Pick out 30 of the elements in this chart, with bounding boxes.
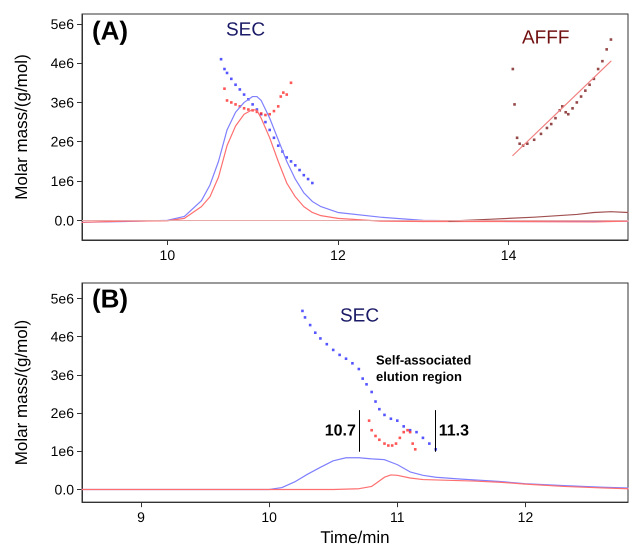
y-tick-label: 2e6 <box>50 134 74 150</box>
ref-line-label: 10.7 <box>324 422 356 440</box>
y-tick-label: 4e6 <box>50 328 74 345</box>
annotation: Self-associated elution region <box>376 352 472 384</box>
x-tick-label: 9 <box>137 509 146 526</box>
y-tick-label: 5e6 <box>50 290 74 306</box>
y-tick-label: 0.0 <box>54 481 74 498</box>
x-tick-label: 12 <box>518 509 534 526</box>
annotation: SEC <box>226 19 266 40</box>
x-tick-label: 10 <box>261 509 278 526</box>
y-tick-label: 1e6 <box>50 173 74 190</box>
y-axis-title: Molar mass/(g/mol) <box>12 54 31 200</box>
x-tick-label: 11 <box>390 509 405 526</box>
annotation: (B) <box>92 283 128 314</box>
y-axis-title: Molar mass/(g/mol) <box>12 320 31 466</box>
y-tick-label: 3e6 <box>50 94 74 110</box>
x-tick-label: 14 <box>500 247 517 263</box>
x-axis-title: Time/min <box>320 528 390 547</box>
y-tick-label: 3e6 <box>50 366 74 383</box>
y-tick-label: 0.0 <box>54 212 74 228</box>
x-tick-label: 10 <box>160 247 176 263</box>
annotation: (A) <box>92 15 128 46</box>
y-tick-label: 2e6 <box>50 405 74 422</box>
y-tick-label: 1e6 <box>50 443 74 460</box>
annotation: SEC <box>340 305 380 326</box>
ref-line-label: 11.3 <box>438 422 470 440</box>
y-tick-label: 5e6 <box>50 16 74 32</box>
x-tick-label: 12 <box>330 247 346 263</box>
annotation: AFFF <box>522 27 570 48</box>
y-tick-label: 4e6 <box>50 55 74 72</box>
